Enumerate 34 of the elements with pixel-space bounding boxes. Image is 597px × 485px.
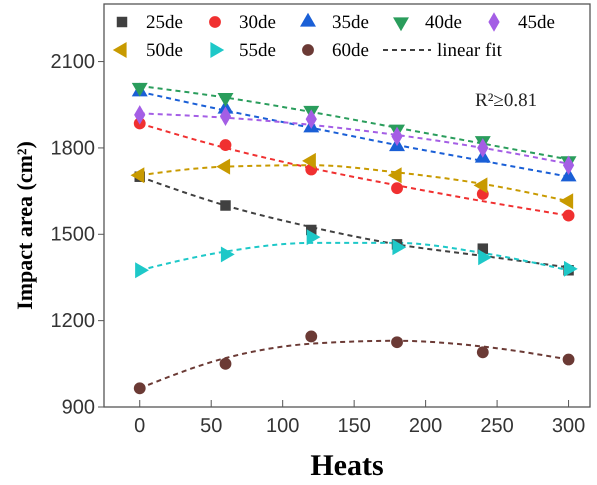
y-tick-label: 900	[62, 396, 95, 418]
x-tick-label: 100	[266, 415, 300, 437]
x-tick-label: 50	[200, 415, 222, 437]
legend-label: 60de	[332, 40, 369, 61]
point	[220, 358, 232, 370]
point	[220, 200, 231, 211]
annotation: R²≥0.81	[475, 90, 538, 111]
x-axis-title: Heats	[310, 449, 384, 482]
point	[134, 382, 146, 394]
y-axis-title: Impact area (cm²)	[12, 141, 37, 310]
x-tick-label: 150	[337, 415, 371, 437]
x-tick-label: 300	[552, 415, 586, 437]
legend-label: 45de	[518, 12, 555, 33]
point	[391, 336, 403, 348]
legend-label: 30de	[239, 12, 276, 33]
legend-label: 25de	[146, 12, 183, 33]
y-tick-label: 1800	[50, 137, 95, 160]
y-tick-label: 1200	[50, 310, 95, 332]
x-tick-label: 250	[480, 415, 514, 437]
legend-label: 50de	[146, 40, 183, 61]
x-tick-label: 200	[408, 415, 442, 437]
legend-label: 35de	[332, 12, 369, 33]
legend-label: 55de	[239, 40, 276, 61]
point	[305, 330, 318, 342]
y-tick-label: 2100	[50, 50, 95, 73]
legend-label: linear fit	[437, 40, 503, 61]
y-tick-label: 1500	[50, 224, 95, 246]
legend-label: 40de	[425, 12, 462, 33]
point	[220, 139, 232, 151]
point	[562, 354, 574, 366]
point	[562, 210, 574, 222]
x-tick-label: 0	[134, 415, 146, 437]
point	[391, 182, 403, 194]
point	[476, 346, 489, 358]
